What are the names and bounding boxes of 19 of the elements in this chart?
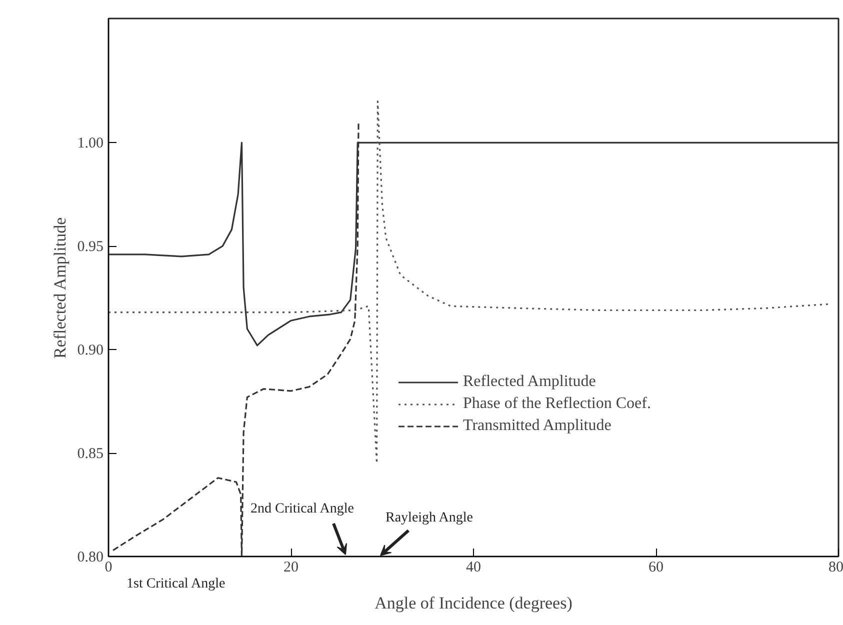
y-tick-label: 0.85 <box>77 446 104 462</box>
y-tick-label: 0.80 <box>77 550 104 566</box>
text: 1st Critical Angle <box>126 576 226 592</box>
y-tick-label: 1.00 <box>77 136 104 152</box>
x-tick-label: 20 <box>284 560 298 576</box>
x-tick-label: 40 <box>466 560 481 576</box>
x-tick-label: 0 <box>104 560 112 576</box>
legend-label: Reflected Amplitude <box>463 373 596 391</box>
legend-label: Transmitted Amplitude <box>463 417 612 435</box>
y-tick-label: 0.90 <box>77 342 104 359</box>
annotation: Rayleigh Angle <box>386 510 473 526</box>
line-series <box>108 100 830 464</box>
x-tick-label: 60 <box>648 560 664 576</box>
y-tick-label: 0.95 <box>77 239 104 256</box>
x-axis-title: Angle of Incidence (degrees) <box>374 594 572 612</box>
x-tick-label: 80 <box>828 560 843 576</box>
annotation: 2nd Critical Angle <box>250 502 354 516</box>
y-axis-title: Reflected Amplitude <box>50 217 70 359</box>
legend-label: Phase of the Reflection Coef. <box>463 395 651 413</box>
